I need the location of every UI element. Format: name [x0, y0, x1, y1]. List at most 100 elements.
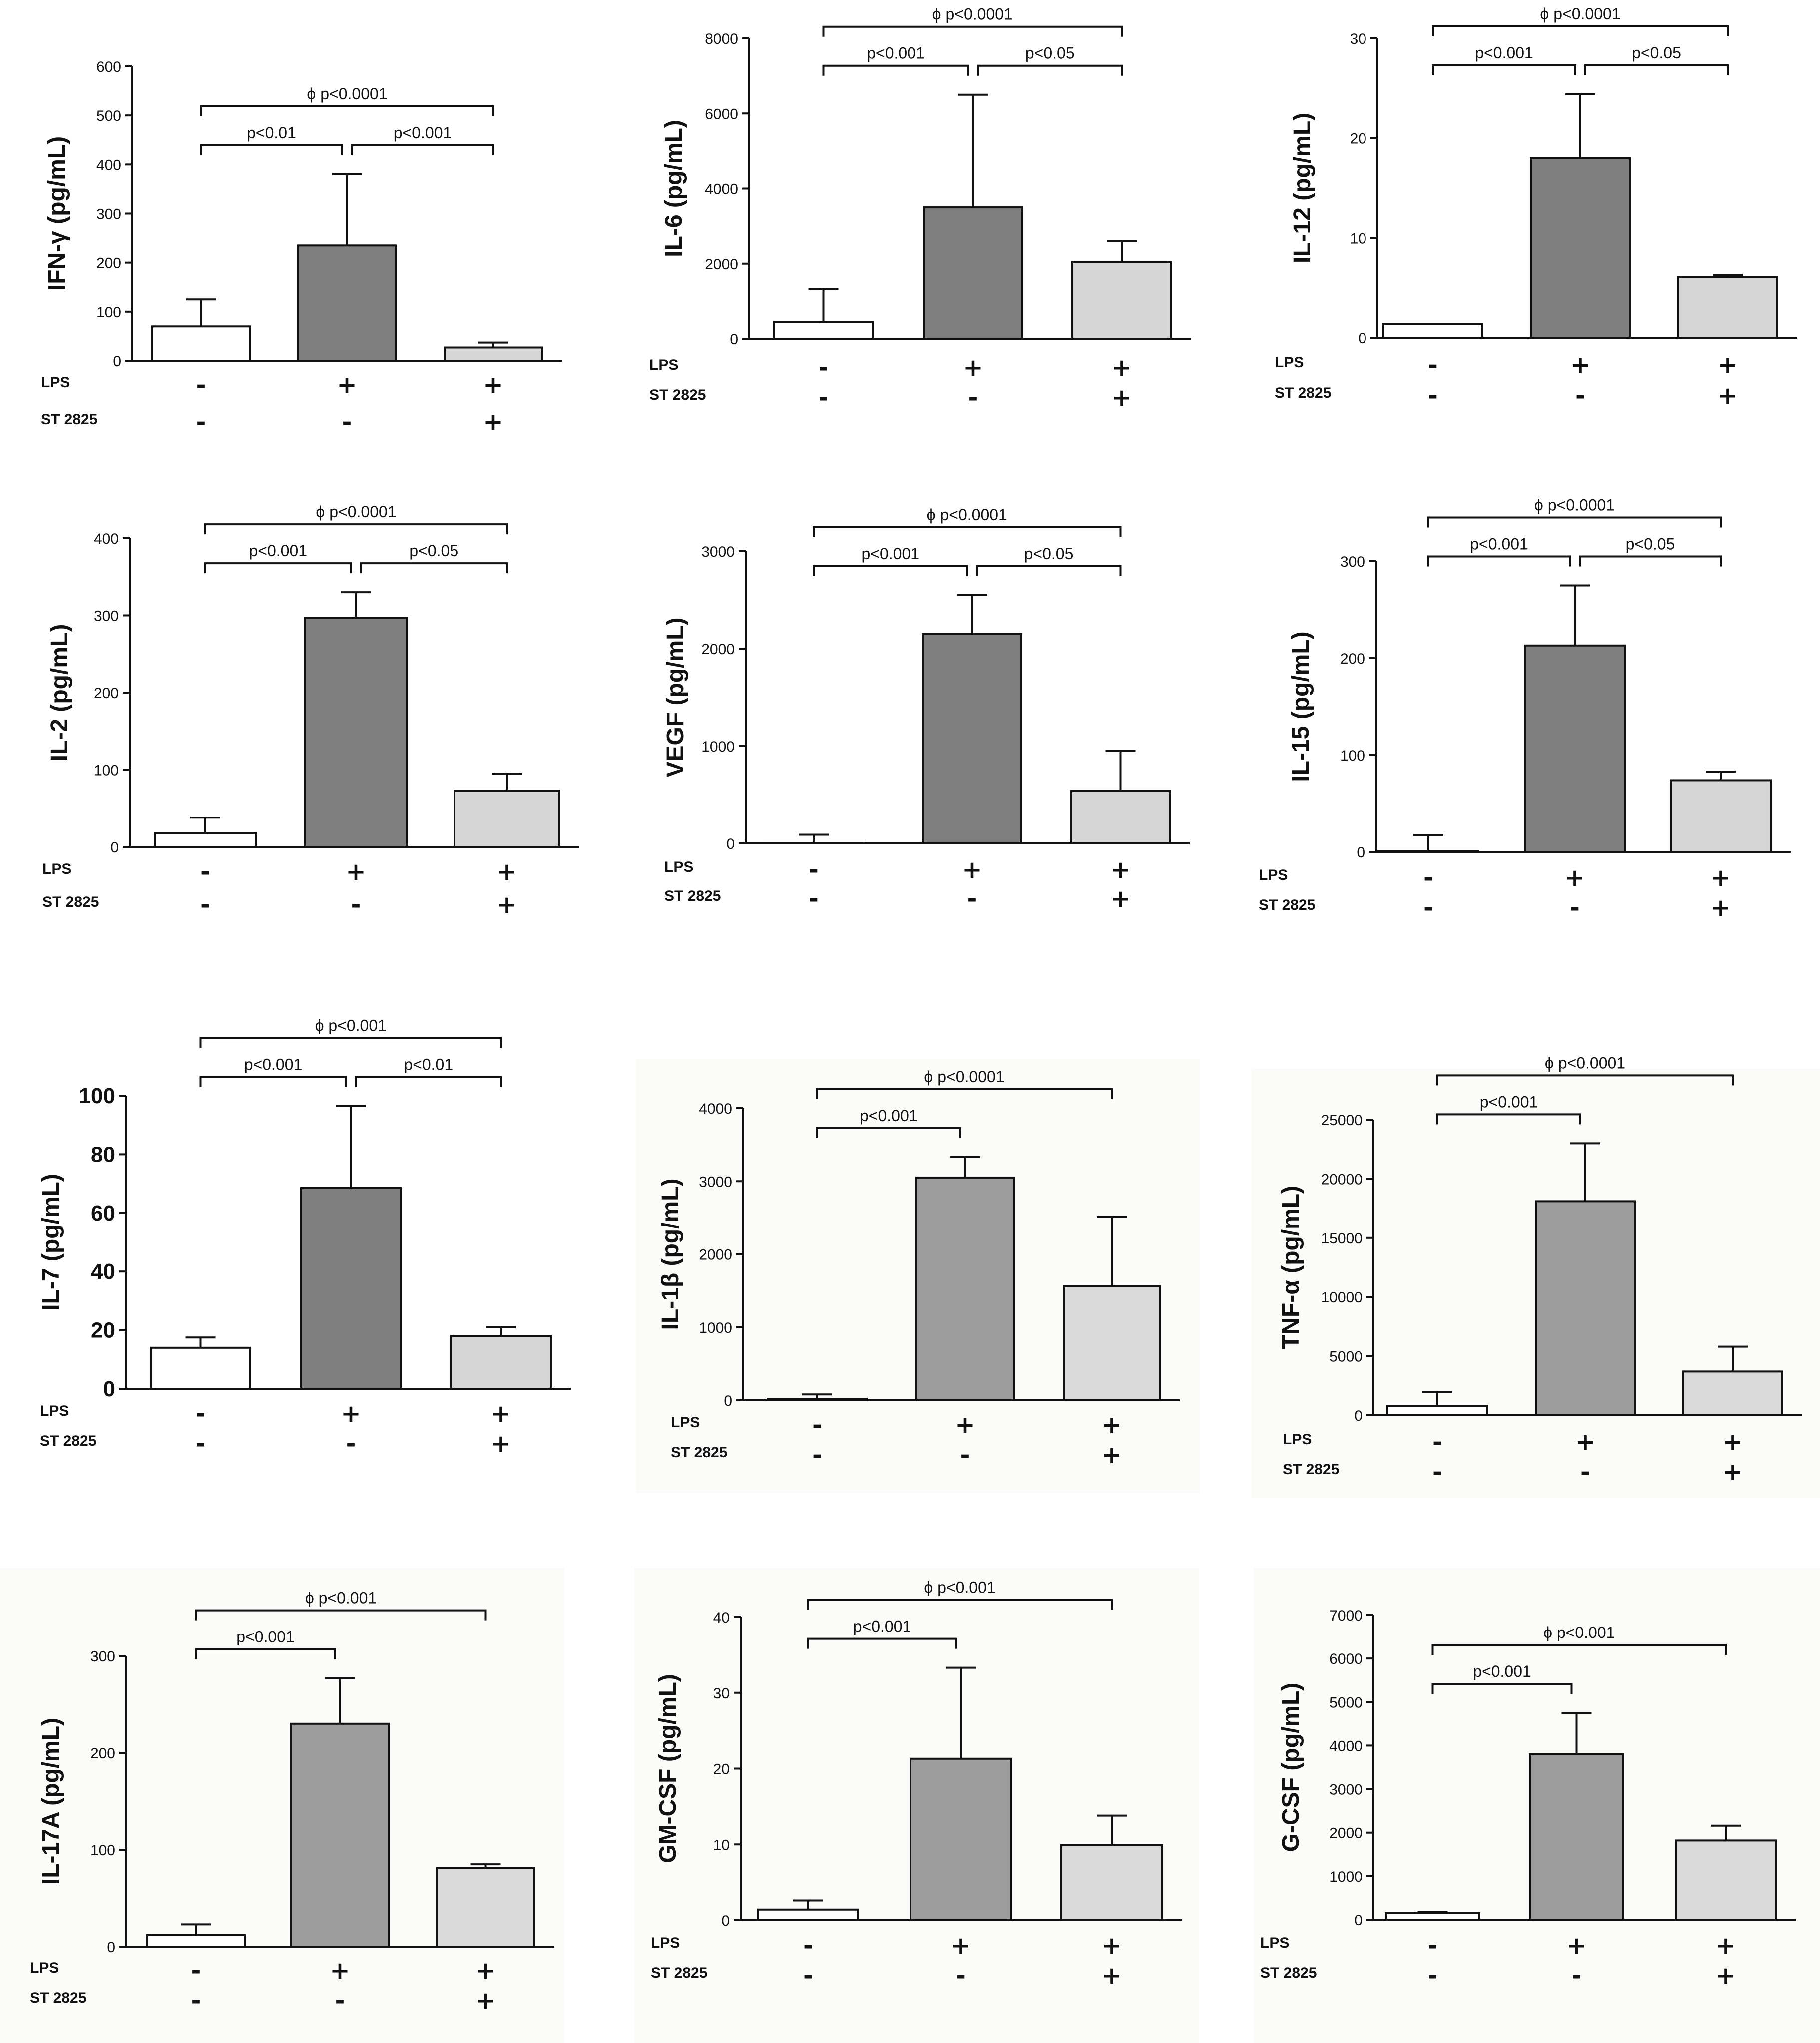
y-tick-label: 3000 — [699, 1174, 732, 1190]
condition-sign: + — [497, 891, 517, 919]
condition-sign: - — [342, 409, 352, 436]
condition-sign: - — [956, 1962, 966, 1990]
condition-sign: + — [1718, 351, 1738, 379]
significance-bracket — [1431, 1644, 1727, 1655]
condition-sign: + — [1718, 382, 1738, 409]
significance-label: ϕ p<0.001 — [315, 1017, 387, 1035]
y-tick-label: 7000 — [1329, 1608, 1363, 1624]
condition-sign: - — [1428, 1932, 1438, 1960]
error-bar — [492, 773, 522, 791]
y-tick-label: 6000 — [705, 106, 738, 122]
y-tick-label: 0 — [730, 331, 738, 348]
bar — [910, 1757, 1012, 1921]
significance-label: p<0.05 — [1626, 535, 1675, 553]
condition-sign: - — [200, 891, 210, 919]
significance-bracket — [200, 105, 494, 116]
significance-bracket — [195, 1648, 336, 1659]
significance-label: ϕ p<0.0001 — [1540, 5, 1620, 23]
bar — [1070, 790, 1171, 844]
bar — [154, 832, 257, 848]
condition-sign: + — [337, 371, 357, 399]
significance-bracket — [1432, 64, 1576, 75]
bar — [300, 1187, 402, 1390]
condition-sign: - — [1432, 1458, 1442, 1486]
significance-label: ϕ p<0.001 — [1543, 1624, 1615, 1641]
significance-label: ϕ p<0.0001 — [924, 1068, 1004, 1086]
bar — [436, 1867, 535, 1948]
significance-label: p<0.001 — [1473, 1662, 1531, 1680]
error-bar — [1417, 1911, 1448, 1913]
y-tick-label: 100 — [1340, 748, 1365, 764]
bar — [1071, 260, 1172, 340]
significance-bracket — [813, 526, 1122, 537]
error-bar — [336, 1105, 366, 1188]
condition-row-label: LPS — [651, 1935, 680, 1951]
y-tick-label: 2000 — [705, 256, 738, 273]
y-axis-label: IL-17A (pg/mL) — [38, 1718, 64, 1885]
error-bar — [946, 1666, 976, 1759]
condition-sign: + — [1723, 1458, 1743, 1486]
significance-bracket — [204, 523, 508, 535]
condition-sign: + — [963, 354, 983, 382]
chart-panel: 0 100 200 300 IL-17A (pg/mL) p<0.001 ϕ p<0.001… — [0, 1568, 564, 2043]
significance-label: p<0.05 — [1024, 545, 1074, 563]
condition-sign: - — [196, 1430, 206, 1458]
condition-sign: - — [967, 885, 977, 913]
y-tick-label: 400 — [94, 531, 119, 547]
bar — [1677, 276, 1778, 339]
significance-label: ϕ p<0.0001 — [1534, 496, 1615, 514]
error-bar — [181, 1923, 211, 1935]
significance-bracket — [1431, 1683, 1573, 1694]
y-tick-label: 500 — [96, 108, 121, 124]
condition-sign: + — [1575, 1428, 1595, 1456]
error-bar — [799, 833, 829, 843]
significance-bracket — [200, 144, 343, 155]
error-bar — [802, 1393, 832, 1399]
significance-bracket — [199, 1076, 347, 1087]
chart-panel: 0 1000 2000 3000 VEGF (pg/mL) p<0.001 p<0.05 ϕ … — [662, 506, 1190, 913]
significance-label: p<0.001 — [1470, 535, 1528, 553]
y-tick-label: 600 — [96, 59, 121, 75]
bar — [444, 346, 543, 362]
error-bar — [1561, 1712, 1592, 1754]
condition-sign: - — [1575, 382, 1585, 409]
y-tick-label: 5000 — [1329, 1694, 1363, 1711]
condition-sign: + — [330, 1957, 350, 1985]
y-tick-label: 4000 — [699, 1101, 732, 1117]
condition-sign: - — [200, 858, 210, 886]
condition-sign: + — [962, 856, 982, 884]
condition-row-label: ST 2825 — [1260, 1965, 1317, 1981]
condition-sign: - — [1432, 1428, 1442, 1456]
condition-row-label: LPS — [664, 859, 693, 875]
panel-background — [0, 1568, 564, 2043]
error-bar — [1413, 834, 1443, 851]
error-bar — [332, 173, 362, 246]
condition-sign: - — [346, 1430, 356, 1458]
y-tick-label: 20000 — [1321, 1171, 1363, 1188]
significance-bracket — [355, 1076, 502, 1087]
y-tick-label: 6000 — [1329, 1651, 1363, 1667]
chart-panel: 0 100 200 300 400 500 600 IFN-γ (pg/mL) p<0.01 p<… — [41, 59, 562, 436]
y-axis-label: G-CSF (pg/mL) — [1278, 1683, 1304, 1852]
condition-sign: - — [819, 384, 829, 411]
condition-row-label: LPS — [30, 1960, 59, 1976]
condition-sign: - — [803, 1962, 813, 1990]
y-tick-label: 40 — [713, 1610, 730, 1626]
y-tick-label: 300 — [94, 608, 119, 625]
y-tick-label: 300 — [90, 1648, 115, 1665]
significance-bracket — [195, 1609, 487, 1621]
chart-panel: 0 1000 2000 3000 4000 5000 6000 7000 G-CSF (pg/m… — [1254, 1568, 1820, 2043]
y-tick-label: 4000 — [1329, 1738, 1363, 1754]
condition-sign: + — [951, 1932, 971, 1960]
significance-bracket — [822, 64, 969, 76]
condition-sign: + — [1716, 1932, 1736, 1960]
y-tick-label: 5000 — [1329, 1349, 1363, 1365]
significance-label: p<0.001 — [861, 545, 919, 563]
significance-bracket — [1584, 64, 1729, 75]
condition-row-label: LPS — [1283, 1431, 1312, 1448]
condition-sign: - — [1570, 894, 1580, 922]
significance-label: ϕ p<0.0001 — [307, 85, 387, 103]
y-axis-label: IL-7 (pg/mL) — [38, 1174, 64, 1311]
bar — [1524, 644, 1626, 853]
y-tick-label: 0 — [724, 1393, 732, 1409]
